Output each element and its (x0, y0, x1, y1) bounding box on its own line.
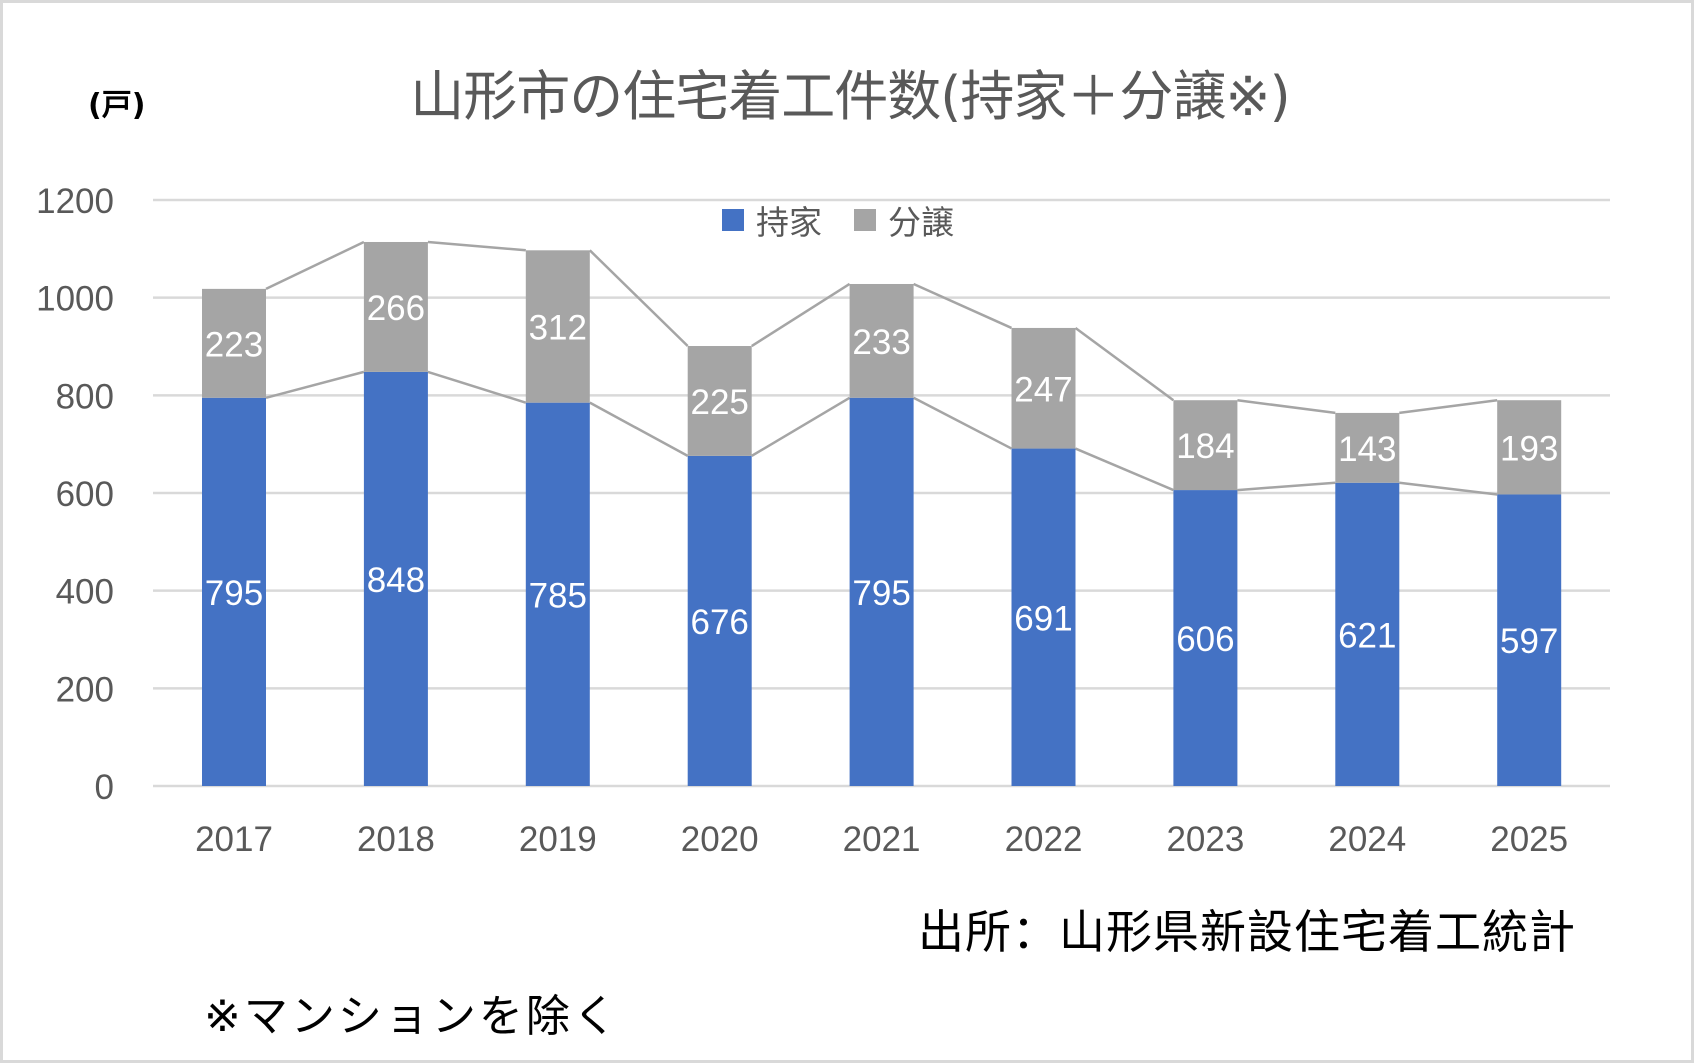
series-line (427, 240, 526, 252)
data-label: 676 (690, 603, 748, 642)
data-label: 785 (529, 576, 587, 615)
x-tick-label: 2018 (357, 820, 435, 859)
y-axis-unit-label: (戸) (88, 88, 146, 123)
data-label: 193 (1500, 429, 1558, 468)
data-label: 223 (205, 325, 263, 364)
legend-label-mochiie: 持家 (756, 203, 822, 242)
bars (202, 241, 1562, 786)
series-line (1237, 398, 1336, 415)
bar-bunjo-2020 (687, 346, 752, 456)
x-tick-label: 2021 (843, 820, 921, 859)
data-label: 247 (1014, 370, 1072, 409)
x-tick-label: 2019 (519, 820, 597, 859)
y-tick-label: 1000 (36, 280, 114, 319)
y-axis-ticks: 0 200 400 600 800 1000 1200 (36, 182, 114, 807)
bar-bunjo-2023 (1173, 400, 1238, 491)
bar-mochiie-2017 (202, 397, 266, 786)
legend-swatch-bunjo (854, 209, 876, 231)
y-tick-label: 600 (56, 475, 114, 514)
bar-mochiie-2020 (687, 455, 752, 786)
y-tick-label: 0 (95, 768, 114, 807)
series-line (1399, 398, 1498, 415)
series-line (1237, 481, 1336, 492)
x-tick-label: 2020 (681, 820, 759, 859)
y-tick-label: 400 (56, 573, 114, 612)
data-label: 795 (205, 574, 263, 613)
legend-swatch-mochiie (722, 209, 744, 231)
x-tick-label: 2022 (1005, 820, 1083, 859)
x-axis-ticks: 2017 2018 2019 2020 2021 2022 2023 2024 2025 (195, 820, 1568, 859)
legend-item-mochiie: 持家 (722, 196, 822, 244)
data-label: 606 (1176, 620, 1234, 659)
bar-mochiie-2025 (1497, 494, 1562, 786)
y-tick-label: 1200 (36, 182, 114, 221)
source-note: 出所：山形県新設住宅着工統計 (918, 905, 1576, 959)
bar-bunjo-2019 (525, 250, 590, 403)
series-line (265, 370, 365, 399)
y-tick-label: 200 (56, 670, 114, 709)
data-label: 848 (367, 561, 425, 600)
legend-item-bunjo: 分譲 (854, 196, 954, 244)
data-label: 225 (690, 383, 748, 422)
footnote: ※マンションを除く (204, 991, 620, 1042)
bar-mochiie-2022 (1011, 448, 1076, 786)
data-label: 233 (852, 323, 910, 362)
legend-label-bunjo: 分譲 (888, 203, 954, 242)
bar-bunjo-2021 (849, 283, 914, 398)
bar-bunjo-2025 (1497, 400, 1562, 495)
data-label: 795 (852, 574, 910, 613)
bar-mochiie-2024 (1335, 482, 1400, 786)
bar-bunjo-2017 (202, 288, 266, 398)
data-label: 621 (1338, 616, 1396, 655)
legend: 持家 分譲 (722, 196, 986, 244)
series-line (265, 240, 365, 291)
series-line (751, 282, 851, 348)
data-label: 143 (1338, 430, 1396, 469)
bar-bunjo-2024 (1335, 412, 1400, 483)
data-labels: 795 848 785 676 795 691 606 621 597 223 266 312 225 2… (205, 289, 1559, 661)
series-line (1399, 481, 1498, 496)
bar-bunjo-2018 (363, 241, 428, 372)
series-line (588, 249, 689, 347)
bar-bunjo-2022 (1011, 327, 1076, 449)
series-line (1074, 326, 1175, 402)
series-line (1075, 447, 1174, 492)
series-line (913, 396, 1013, 450)
bar-mochiie-2023 (1173, 490, 1238, 786)
x-tick-label: 2023 (1166, 820, 1244, 859)
series-line (427, 370, 527, 404)
series-line (751, 396, 851, 457)
data-label: 312 (529, 308, 587, 347)
y-tick-label: 800 (56, 377, 114, 416)
x-tick-label: 2017 (195, 820, 273, 859)
series-lines (265, 240, 1498, 496)
x-tick-label: 2024 (1328, 820, 1406, 859)
data-label: 184 (1176, 427, 1234, 466)
bar-mochiie-2021 (849, 397, 914, 786)
series-line (589, 401, 689, 457)
data-label: 691 (1014, 599, 1072, 638)
bar-mochiie-2018 (363, 371, 428, 786)
data-label: 597 (1500, 622, 1558, 661)
bar-mochiie-2019 (525, 402, 590, 786)
series-line (913, 282, 1013, 330)
x-tick-label: 2025 (1490, 820, 1568, 859)
chart-title: 山形市の住宅着工件数(持家＋分譲※) (410, 65, 1290, 128)
data-label: 266 (367, 289, 425, 328)
